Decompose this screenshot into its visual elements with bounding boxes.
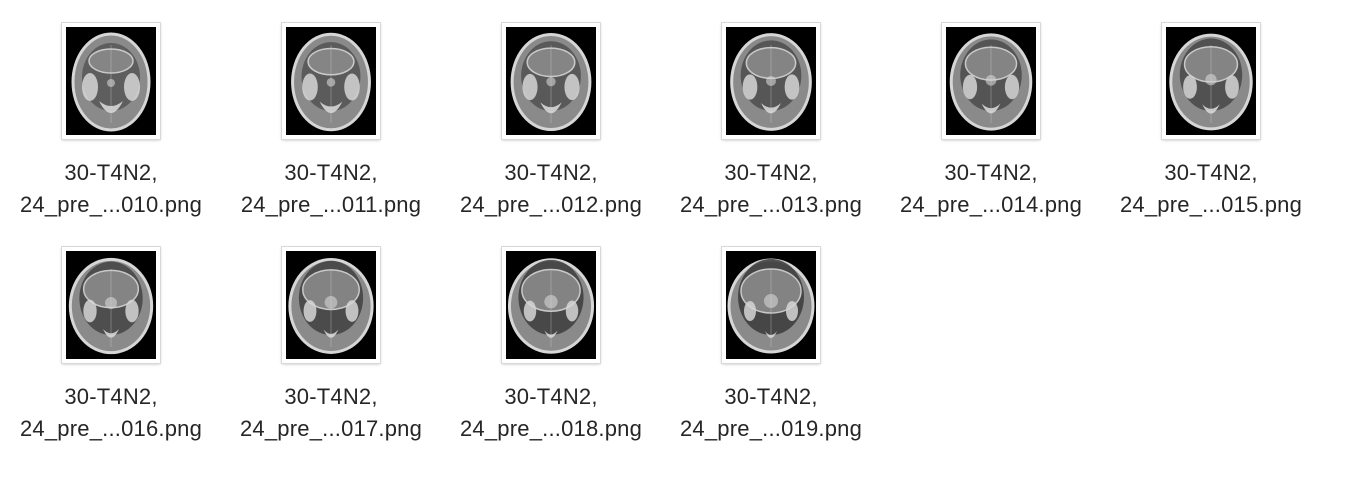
- file-name-label[interactable]: 30-T4N2, 24_pre_...018.png: [441, 381, 661, 445]
- file-item-3[interactable]: 30-T4N2, 24_pre_...012.png: [441, 23, 661, 243]
- file-name-line-2: 24_pre_...011.png: [240, 192, 422, 217]
- file-name-line-2: 24_pre_...019.png: [680, 416, 862, 441]
- file-thumbnail[interactable]: [502, 23, 600, 139]
- file-item-7[interactable]: 30-T4N2, 24_pre_...016.png: [1, 247, 221, 467]
- file-name-label[interactable]: 30-T4N2, 24_pre_...010.png: [1, 157, 221, 221]
- mri-scan-icon: [506, 251, 596, 359]
- mri-scan-icon: [506, 27, 596, 135]
- mri-scan-icon: [286, 251, 376, 359]
- file-thumbnail[interactable]: [62, 247, 160, 363]
- mri-scan-icon: [66, 251, 156, 359]
- file-item-5[interactable]: 30-T4N2, 24_pre_...014.png: [881, 23, 1101, 243]
- file-thumbnail[interactable]: [282, 247, 380, 363]
- mri-scan-icon: [726, 251, 816, 359]
- file-name-label[interactable]: 30-T4N2, 24_pre_...016.png: [1, 381, 221, 445]
- mri-scan-icon: [946, 27, 1036, 135]
- file-name-label[interactable]: 30-T4N2, 24_pre_...011.png: [221, 157, 441, 221]
- file-name-line-1: 30-T4N2,: [284, 160, 378, 185]
- file-name-line-1: 30-T4N2,: [64, 160, 158, 185]
- file-name-label[interactable]: 30-T4N2, 24_pre_...019.png: [661, 381, 881, 445]
- file-item-2[interactable]: 30-T4N2, 24_pre_...011.png: [221, 23, 441, 243]
- file-name-line-1: 30-T4N2,: [504, 160, 598, 185]
- file-thumbnail[interactable]: [722, 23, 820, 139]
- file-thumbnail[interactable]: [282, 23, 380, 139]
- file-name-line-2: 24_pre_...012.png: [460, 192, 642, 217]
- file-name-line-1: 30-T4N2,: [724, 384, 818, 409]
- file-name-label[interactable]: 30-T4N2, 24_pre_...015.png: [1101, 157, 1321, 221]
- file-thumbnail[interactable]: [62, 23, 160, 139]
- file-thumbnail[interactable]: [722, 247, 820, 363]
- file-name-line-2: 24_pre_...017.png: [240, 416, 422, 441]
- file-thumbnail[interactable]: [502, 247, 600, 363]
- file-item-4[interactable]: 30-T4N2, 24_pre_...013.png: [661, 23, 881, 243]
- file-name-label[interactable]: 30-T4N2, 24_pre_...013.png: [661, 157, 881, 221]
- file-name-line-1: 30-T4N2,: [1164, 160, 1258, 185]
- file-name-label[interactable]: 30-T4N2, 24_pre_...017.png: [221, 381, 441, 445]
- file-item-8[interactable]: 30-T4N2, 24_pre_...017.png: [221, 247, 441, 467]
- file-name-label[interactable]: 30-T4N2, 24_pre_...014.png: [881, 157, 1101, 221]
- mri-scan-icon: [726, 27, 816, 135]
- file-name-line-2: 24_pre_...014.png: [900, 192, 1082, 217]
- file-item-6[interactable]: 30-T4N2, 24_pre_...015.png: [1101, 23, 1321, 243]
- file-name-line-2: 24_pre_...016.png: [20, 416, 202, 441]
- file-name-line-2: 24_pre_...013.png: [680, 192, 862, 217]
- file-name-line-1: 30-T4N2,: [724, 160, 818, 185]
- mri-scan-icon: [286, 27, 376, 135]
- mri-scan-icon: [66, 27, 156, 135]
- file-name-label[interactable]: 30-T4N2, 24_pre_...012.png: [441, 157, 661, 221]
- file-name-line-2: 24_pre_...015.png: [1120, 192, 1302, 217]
- file-item-9[interactable]: 30-T4N2, 24_pre_...018.png: [441, 247, 661, 467]
- file-thumbnail[interactable]: [1162, 23, 1260, 139]
- file-item-10[interactable]: 30-T4N2, 24_pre_...019.png: [661, 247, 881, 467]
- file-name-line-2: 24_pre_...010.png: [20, 192, 202, 217]
- file-thumbnail[interactable]: [942, 23, 1040, 139]
- file-name-line-2: 24_pre_...018.png: [460, 416, 642, 441]
- file-name-line-1: 30-T4N2,: [944, 160, 1038, 185]
- file-name-line-1: 30-T4N2,: [64, 384, 158, 409]
- file-name-line-1: 30-T4N2,: [504, 384, 598, 409]
- file-item-1[interactable]: 30-T4N2, 24_pre_...010.png: [1, 23, 221, 243]
- file-name-line-1: 30-T4N2,: [284, 384, 378, 409]
- mri-scan-icon: [1166, 27, 1256, 135]
